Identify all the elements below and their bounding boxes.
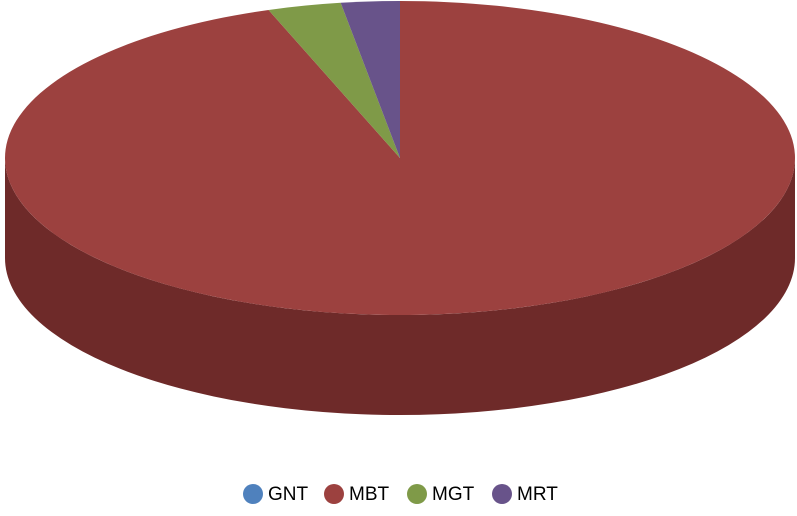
legend-label: GNT (268, 484, 309, 505)
pie-side (5, 158, 795, 415)
pie-slice (268, 2, 400, 158)
legend-swatch (407, 484, 427, 504)
pie-slice (5, 1, 796, 315)
legend-label: MGT (432, 484, 475, 505)
legend-swatch (492, 484, 512, 504)
legend-label: MBT (349, 484, 390, 505)
legend-swatch (243, 484, 263, 504)
legend-swatch (324, 484, 344, 504)
legend-label: MRT (517, 484, 558, 505)
pie-slice (340, 1, 400, 158)
